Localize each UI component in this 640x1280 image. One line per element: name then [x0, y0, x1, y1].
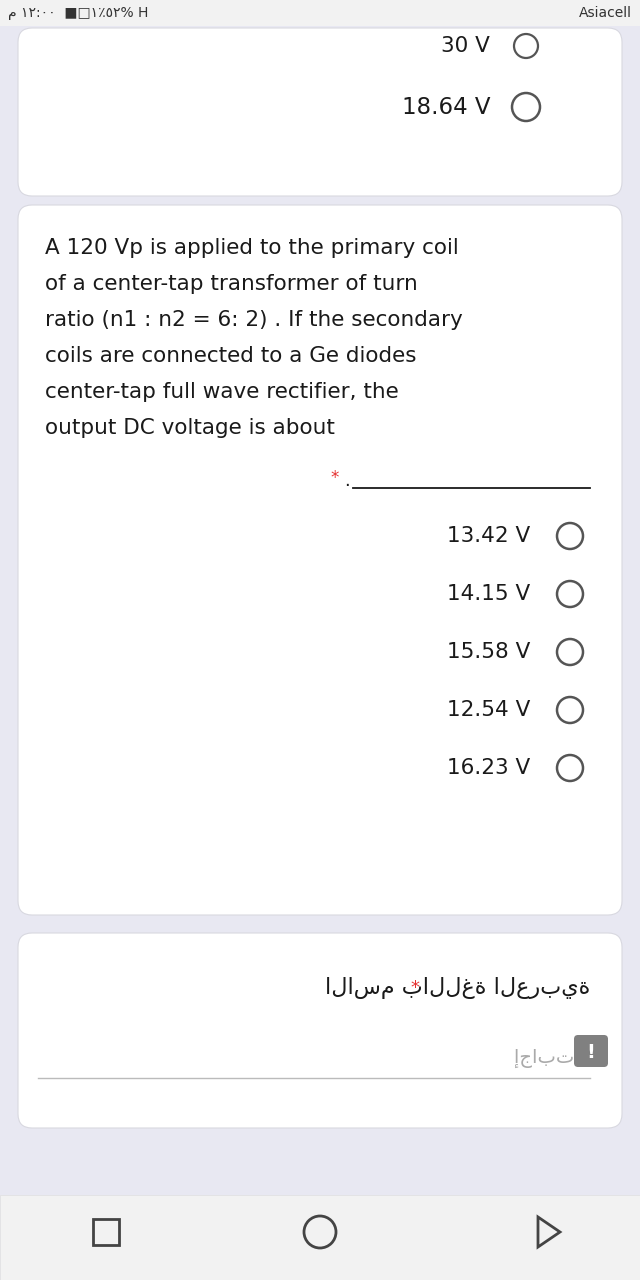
Text: م ١٢:٠٠  ■□١٪٥٢% H: م ١٢:٠٠ ■□١٪٥٢% H [8, 6, 148, 20]
Bar [93, 1219, 119, 1245]
Text: 13.42 V: 13.42 V [447, 526, 530, 547]
Text: 12.54 V: 12.54 V [447, 700, 530, 719]
FancyBboxPatch shape [574, 1036, 608, 1068]
Text: *: * [331, 468, 339, 486]
Text: center-tap full wave rectifier, the: center-tap full wave rectifier, the [45, 381, 399, 402]
Text: .: . [344, 472, 350, 490]
Text: !: ! [587, 1043, 595, 1062]
Bar [0, 0, 640, 26]
Text: coils are connected to a Ge diodes: coils are connected to a Ge diodes [45, 346, 417, 366]
Text: 15.58 V: 15.58 V [447, 643, 530, 662]
FancyBboxPatch shape [18, 933, 622, 1128]
Text: of a center-tap transformer of turn: of a center-tap transformer of turn [45, 274, 418, 294]
Text: إجابتك: إجابتك [514, 1048, 590, 1068]
Text: *: * [410, 979, 419, 997]
Text: Asiacell: Asiacell [579, 6, 632, 20]
Text: output DC voltage is about: output DC voltage is about [45, 419, 335, 438]
Text: الاسم باللغة العربية: الاسم باللغة العربية [324, 977, 590, 998]
Text: 16.23 V: 16.23 V [447, 758, 530, 778]
Text: 14.15 V: 14.15 V [447, 584, 530, 604]
Text: 18.64 V: 18.64 V [401, 96, 490, 119]
Bar [0, 1196, 640, 1280]
FancyBboxPatch shape [18, 205, 622, 915]
Text: 30 V: 30 V [441, 36, 490, 56]
FancyBboxPatch shape [18, 28, 622, 196]
Text: A 120 Vp is applied to the primary coil: A 120 Vp is applied to the primary coil [45, 238, 459, 259]
Text: ratio (n1 : n2 = 6: 2) . If the secondary: ratio (n1 : n2 = 6: 2) . If the secondar… [45, 310, 463, 330]
